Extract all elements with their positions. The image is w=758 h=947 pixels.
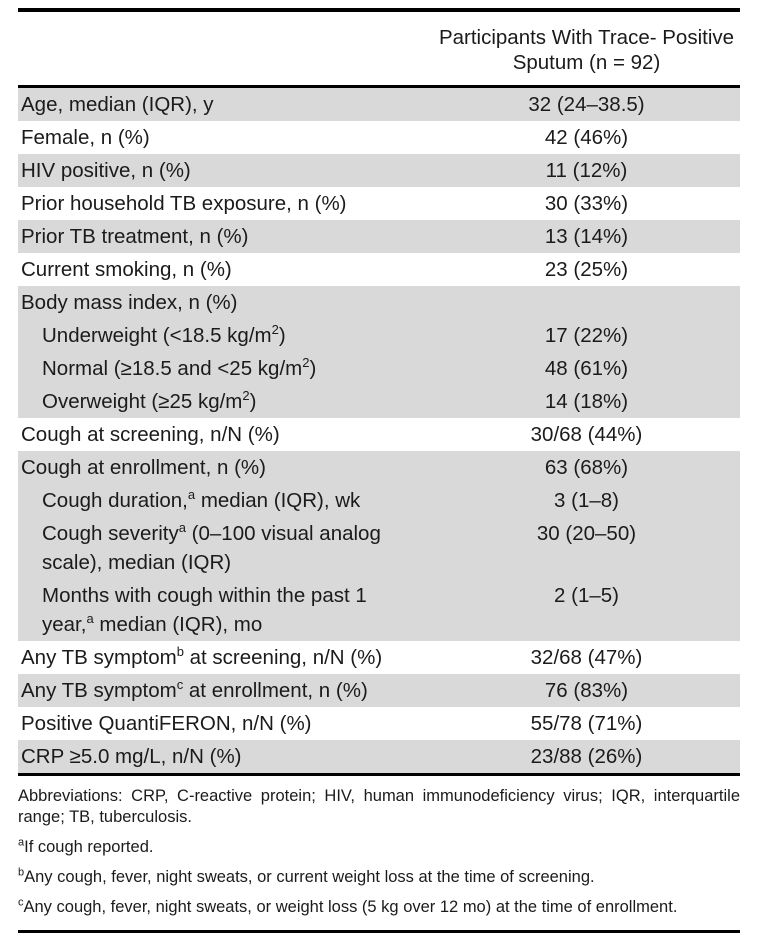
row-value: 30/68 (44%) [530, 423, 643, 446]
footnote: Abbreviations: CRP, C-reactive protein; … [18, 787, 740, 826]
row-value: 42 (46%) [544, 126, 629, 149]
row-value: 55/78 (71%) [530, 712, 643, 735]
row-value: 14 (18%) [544, 390, 629, 413]
row-value: 76 (83%) [544, 679, 629, 702]
table-row: Any TB symptomc at enrollment, n (%) 76 (… [18, 674, 740, 707]
row-value: 32/68 (47%) [530, 646, 643, 669]
row-label: HIV positive, n (%) [21, 159, 191, 182]
row-label: Current smoking, n (%) [21, 258, 232, 281]
table-row: Prior household TB exposure, n (%) 30 (33… [18, 187, 740, 220]
row-label: Prior TB treatment, n (%) [21, 225, 249, 248]
row-value: 23 (25%) [544, 258, 629, 281]
table-row: Prior TB treatment, n (%) 13 (14%) [18, 220, 740, 253]
row-label: CRP ≥5.0 mg/L, n/N (%) [21, 745, 242, 768]
row-label: Positive QuantiFERON, n/N (%) [21, 712, 312, 735]
table-bottom-rule [18, 773, 740, 776]
superscript-marker: a [18, 836, 25, 849]
row-value: 32 (24–38.5) [528, 93, 645, 116]
table-row: Overweight (≥25 kg/m2) 14 (18%) [18, 385, 740, 418]
row-label: Underweight (<18.5 kg/m2) [42, 322, 286, 347]
superscript-marker: c [18, 896, 24, 909]
table-row: Any TB symptomb at screening, n/N (%) 32/… [18, 641, 740, 674]
row-value: 30 (20–50) [536, 522, 637, 545]
superscript-marker: b [176, 644, 184, 660]
table-row: Cough at enrollment, n (%) 63 (68%) [18, 451, 740, 484]
superscript-marker: c [176, 677, 184, 693]
superscript-marker: 2 [302, 355, 310, 371]
row-label: Cough duration,a median (IQR), wk [42, 487, 361, 512]
row-value: 11 (12%) [545, 159, 628, 182]
superscript-marker: a [187, 487, 196, 503]
header-line-2: Sputum (n = 92) [512, 51, 661, 74]
footnotes-section: Abbreviations: CRP, C-reactive protein; … [18, 776, 740, 918]
table-top-rule [18, 8, 740, 12]
superscript-marker: a [178, 520, 186, 536]
table-row: Cough at screening, n/N (%) 30/68 (44%) [18, 418, 740, 451]
row-label: Any TB symptomc at enrollment, n (%) [21, 677, 368, 702]
row-value: 17 (22%) [544, 324, 629, 347]
table-row: Female, n (%) 42 (46%) [18, 121, 740, 154]
table-row: Current smoking, n (%) 23 (25%) [18, 253, 740, 286]
row-value: 63 (68%) [544, 456, 629, 479]
row-value: 30 (33%) [544, 192, 629, 215]
row-value: 3 (1–8) [554, 489, 619, 512]
footnote: cAny cough, fever, night sweats, or weig… [18, 896, 678, 916]
table-row: Cough severitya (0–100 visual analog scal… [18, 517, 740, 579]
table-row: CRP ≥5.0 mg/L, n/N (%) 23/88 (26%) [18, 740, 740, 773]
header-label-column [18, 25, 433, 75]
table-row: Age, median (IQR), y 32 (24–38.5) [18, 88, 740, 121]
table-row: Body mass index, n (%) [18, 286, 740, 319]
table-row: Cough duration,a median (IQR), wk 3 (1–8) [18, 484, 740, 517]
row-label: Body mass index, n (%) [21, 291, 238, 314]
table-row: Positive QuantiFERON, n/N (%) 55/78 (71%) [18, 707, 740, 740]
table-body: Age, median (IQR), y 32 (24–38.5) Female, … [18, 88, 740, 773]
superscript-marker: 2 [271, 322, 279, 338]
header-value-column: Participants With Trace- Positive Sputum… [433, 25, 740, 75]
page-bottom-rule [18, 930, 740, 933]
row-label: Cough severitya (0–100 visual analog scal… [42, 520, 381, 574]
row-label: Prior household TB exposure, n (%) [21, 192, 347, 215]
row-label: Normal (≥18.5 and <25 kg/m2) [42, 355, 317, 380]
footnote: bAny cough, fever, night sweats, or curr… [18, 866, 595, 886]
row-value: 48 (61%) [544, 357, 629, 380]
row-value: 23/88 (26%) [530, 745, 643, 768]
header-line-1: Participants With Trace- Positive [438, 26, 735, 49]
row-label: Overweight (≥25 kg/m2) [42, 388, 257, 413]
row-label: Cough at enrollment, n (%) [21, 456, 266, 479]
row-label: Months with cough within the past 1 year,… [42, 584, 367, 636]
table-row: HIV positive, n (%) 11 (12%) [18, 154, 740, 187]
row-value: 13 (14%) [544, 225, 629, 248]
footnote: aIf cough reported. [18, 836, 154, 856]
row-label: Any TB symptomb at screening, n/N (%) [21, 644, 383, 669]
table-header-row: Participants With Trace- Positive Sputum… [18, 12, 740, 85]
row-value [433, 288, 740, 317]
table-row: Months with cough within the past 1 year,… [18, 579, 740, 641]
table-row: Normal (≥18.5 and <25 kg/m2) 48 (61%) [18, 352, 740, 385]
row-label: Cough at screening, n/N (%) [21, 423, 280, 446]
superscript-marker: a [86, 611, 94, 627]
superscript-marker: b [18, 866, 25, 879]
header-separator-rule [18, 85, 740, 88]
row-label: Female, n (%) [21, 126, 150, 149]
table-row: Underweight (<18.5 kg/m2) 17 (22%) [18, 319, 740, 352]
row-value: 2 (1–5) [554, 584, 619, 607]
row-label: Age, median (IQR), y [21, 93, 214, 116]
superscript-marker: 2 [242, 388, 250, 404]
